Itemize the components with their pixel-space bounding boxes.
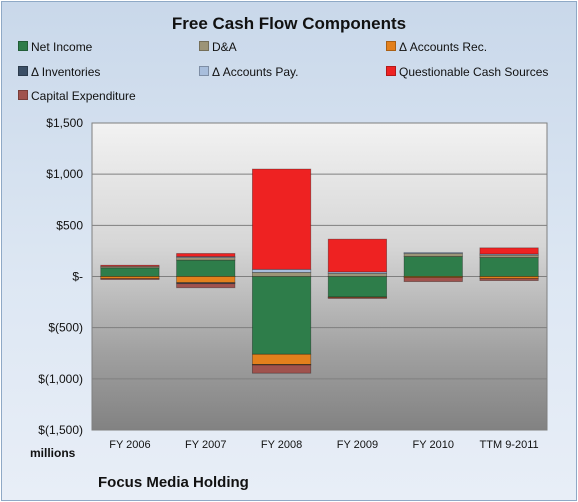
- bar-segment: [403, 277, 463, 283]
- legend-swatch-net-income: [18, 41, 28, 51]
- legend-label-accounts-rec: Δ Accounts Rec.: [399, 40, 488, 54]
- chart-title: Free Cash Flow Components: [171, 14, 407, 33]
- legend-item-inventories: Δ Inventories: [18, 65, 100, 79]
- y-tick-label: $(1,500): [38, 423, 83, 437]
- bar-segment: [327, 276, 388, 298]
- bar-segment: [251, 353, 312, 365]
- bar-segment: [327, 238, 388, 273]
- bar-segment: [251, 276, 312, 355]
- bar-segment: [251, 272, 312, 277]
- bar-segment: [327, 273, 388, 277]
- y-tick-label: $1,500: [46, 116, 83, 130]
- bar-segment: [100, 267, 160, 277]
- legend-label-inventories: Δ Inventories: [31, 65, 101, 79]
- bar-segment: [479, 257, 539, 277]
- bar-segment: [403, 252, 463, 254]
- x-tick-label: FY 2010: [413, 439, 454, 451]
- legend-swatch-da: [199, 41, 209, 51]
- company-name: Focus Media Holding: [98, 474, 249, 491]
- bar-segment: [403, 253, 463, 257]
- legend-swatch-accounts-pay: [199, 66, 209, 76]
- bar-segment: [176, 253, 236, 257]
- legend-swatch-accounts-rec: [386, 41, 396, 51]
- bar-segment: [479, 247, 539, 255]
- legend-item-accounts-rec: Δ Accounts Rec.: [386, 40, 487, 54]
- x-tick-label: FY 2008: [261, 439, 302, 451]
- legend-item-accounts-pay: Δ Accounts Pay.: [199, 65, 299, 79]
- units-label: millions: [30, 446, 76, 460]
- legend-swatch-questionable-cash: [386, 66, 396, 76]
- legend-swatch-inventories: [18, 66, 28, 76]
- bar-segment: [251, 364, 312, 374]
- x-tick-label: TTM 9-2011: [480, 439, 539, 451]
- bar-segment: [100, 264, 160, 267]
- bar-segment: [403, 256, 463, 277]
- bar-segment: [479, 278, 539, 281]
- x-tick-label: FY 2009: [337, 439, 378, 451]
- y-tick-label: $500: [56, 218, 83, 232]
- legend-swatch-capex: [18, 90, 28, 100]
- bar-segment: [251, 168, 312, 270]
- x-tick-label: FY 2007: [185, 439, 226, 451]
- y-tick-label: $-: [72, 270, 83, 284]
- y-tick-label: $(500): [48, 321, 83, 335]
- legend-label-questionable-cash: Questionable Cash Sources: [399, 65, 549, 79]
- bar-segment: [176, 276, 236, 284]
- x-tick-label: FY 2006: [109, 439, 150, 451]
- legend-item-questionable-cash: Questionable Cash Sources: [386, 65, 548, 79]
- bar-segment: [176, 259, 236, 277]
- legend-item-capex: Capital Expenditure: [18, 89, 136, 103]
- y-tick-label: $(1,000): [38, 372, 83, 386]
- legend-label-accounts-pay: Δ Accounts Pay.: [212, 65, 299, 79]
- bar-segment: [176, 283, 236, 289]
- plot-border: [91, 122, 548, 431]
- legend-label-da: D&A: [212, 40, 237, 54]
- bar-segment: [251, 364, 312, 366]
- legend-label-net-income: Net Income: [31, 40, 93, 54]
- legend-item-da: D&A: [199, 40, 237, 54]
- bar-segment: [251, 268, 312, 273]
- legend-item-net-income: Net Income: [18, 40, 92, 54]
- legend-label-capex: Capital Expenditure: [31, 89, 136, 103]
- bar-segment: [100, 278, 160, 280]
- y-tick-label: $1,000: [46, 167, 83, 181]
- bar-segment: [327, 297, 388, 299]
